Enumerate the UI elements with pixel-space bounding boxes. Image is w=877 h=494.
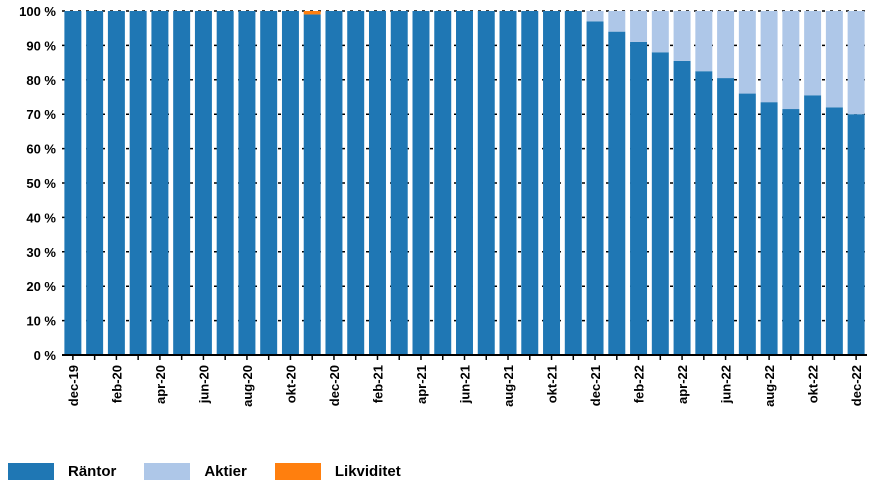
- x-tick-label: apr-21: [414, 365, 429, 404]
- bar-segment-r-ntor: [216, 11, 234, 355]
- bar-segment-aktier: [804, 11, 822, 96]
- bar-segment-r-ntor: [804, 95, 822, 355]
- bar-segment-aktier: [738, 11, 756, 94]
- bar-segment-r-ntor: [738, 93, 756, 355]
- bar-segment-r-ntor: [260, 11, 278, 355]
- bar-segment-aktier: [630, 11, 648, 42]
- x-tick-label: feb-21: [370, 365, 385, 403]
- y-tick-label: 70 %: [26, 107, 56, 122]
- legend-label-likviditet: Likviditet: [334, 463, 401, 480]
- x-tick-label: okt-22: [806, 365, 821, 403]
- bar-segment-likviditet: [303, 11, 321, 15]
- bar-segment-r-ntor: [651, 52, 669, 355]
- bar-segment-aktier: [847, 11, 865, 115]
- bar-segment-r-ntor: [543, 11, 561, 355]
- bar-segment-r-ntor: [173, 11, 191, 355]
- x-tick-label: okt-21: [545, 365, 560, 403]
- bar-segment-r-ntor: [477, 11, 495, 355]
- bar-segment-aktier: [760, 11, 778, 103]
- bar-segment-r-ntor: [521, 11, 539, 355]
- x-tick-label: aug-20: [240, 365, 255, 407]
- bar-segment-r-ntor: [695, 71, 713, 355]
- y-tick-label: 0 %: [34, 348, 57, 363]
- bar-segment-r-ntor: [412, 11, 430, 355]
- bar-segment-r-ntor: [456, 11, 473, 355]
- legend-swatch-likviditet: [274, 463, 321, 480]
- y-tick-label: 90 %: [26, 38, 56, 53]
- bar-segment-aktier: [695, 11, 713, 72]
- x-tick-label: jun-21: [458, 365, 473, 404]
- bar-segment-r-ntor: [281, 11, 299, 355]
- legend-item-rantor: Räntor: [8, 463, 116, 480]
- y-tick-label: 30 %: [26, 245, 56, 260]
- bar-segment-aktier: [825, 11, 843, 108]
- legend-swatch-rantor: [8, 463, 54, 480]
- bar-segment-r-ntor: [499, 11, 517, 355]
- x-tick-label: dec-20: [327, 365, 342, 406]
- bar-segment-r-ntor: [151, 11, 169, 355]
- y-tick-label: 40 %: [26, 210, 56, 225]
- bar-segment-r-ntor: [107, 11, 125, 355]
- bar-segment-r-ntor: [86, 11, 104, 355]
- x-tick-label: apr-20: [153, 365, 168, 404]
- x-tick-label: dec-19: [66, 365, 81, 406]
- bar-segment-r-ntor: [760, 102, 778, 355]
- y-axis-labels: 0 % 10 % 20 % 30 % 40 % 50 % 60 % 70 % 80 % 90 % 1…: [19, 4, 56, 363]
- bar-segment-r-ntor: [564, 11, 582, 355]
- axes: [62, 354, 867, 360]
- legend-swatch-aktier: [144, 463, 191, 480]
- bar-segment-r-ntor: [434, 11, 452, 355]
- bar-segment-r-ntor: [238, 11, 256, 355]
- bar-segment-r-ntor: [347, 11, 365, 355]
- bar-segment-aktier: [717, 11, 735, 79]
- x-tick-label: dec-21: [588, 365, 603, 406]
- x-tick-label: apr-22: [675, 365, 690, 404]
- y-tick-label: 60 %: [26, 142, 56, 157]
- legend-item-aktier: Aktier: [144, 463, 247, 480]
- bar-segment-r-ntor: [825, 107, 843, 355]
- y-tick-label: 10 %: [26, 314, 56, 329]
- bar-segment-r-ntor: [368, 11, 386, 355]
- bar-segment-r-ntor: [847, 114, 865, 355]
- x-axis-labels: dec-19 feb-20 apr-20 jun-20 aug-20 okt-20 dec-…: [66, 365, 864, 407]
- x-tick-label: feb-20: [109, 365, 124, 403]
- y-tick-label: 100 %: [19, 4, 56, 19]
- y-tick-label: 20 %: [26, 279, 56, 294]
- bars: [64, 11, 865, 356]
- bar-segment-r-ntor: [717, 78, 735, 355]
- bar-segment-r-ntor: [194, 11, 212, 355]
- y-tick-label: 80 %: [26, 73, 56, 88]
- bar-segment-r-ntor: [390, 11, 408, 355]
- x-tick-label: aug-22: [762, 365, 777, 407]
- bar-segment-r-ntor: [586, 21, 604, 355]
- bar-segment-r-ntor: [64, 11, 82, 355]
- x-tick-label: jun-20: [196, 365, 211, 404]
- bar-segment-r-ntor: [782, 109, 800, 355]
- bar-segment-aktier: [608, 11, 626, 32]
- bar-segment-aktier: [673, 11, 691, 61]
- bar-segment-aktier: [782, 11, 800, 110]
- x-tick-label: dec-22: [849, 365, 864, 406]
- legend: Räntor Aktier Likviditet: [8, 463, 429, 480]
- x-tick-label: jun-22: [719, 365, 734, 404]
- bar-segment-r-ntor: [608, 31, 626, 355]
- legend-item-likviditet: Likviditet: [274, 463, 401, 480]
- bar-segment-r-ntor: [673, 60, 691, 355]
- legend-label-aktier: Aktier: [204, 463, 247, 480]
- y-tick-label: 50 %: [26, 176, 56, 191]
- bar-segment-aktier: [651, 11, 669, 53]
- x-tick-label: feb-22: [632, 365, 647, 403]
- x-tick-label: okt-20: [283, 365, 298, 403]
- bar-segment-aktier: [586, 11, 604, 22]
- bar-segment-r-ntor: [630, 41, 648, 356]
- bar-segment-r-ntor: [303, 14, 321, 355]
- bar-segment-r-ntor: [325, 11, 343, 355]
- legend-label-rantor: Räntor: [68, 463, 117, 480]
- bar-segment-r-ntor: [129, 11, 147, 355]
- x-tick-label: aug-21: [501, 365, 516, 407]
